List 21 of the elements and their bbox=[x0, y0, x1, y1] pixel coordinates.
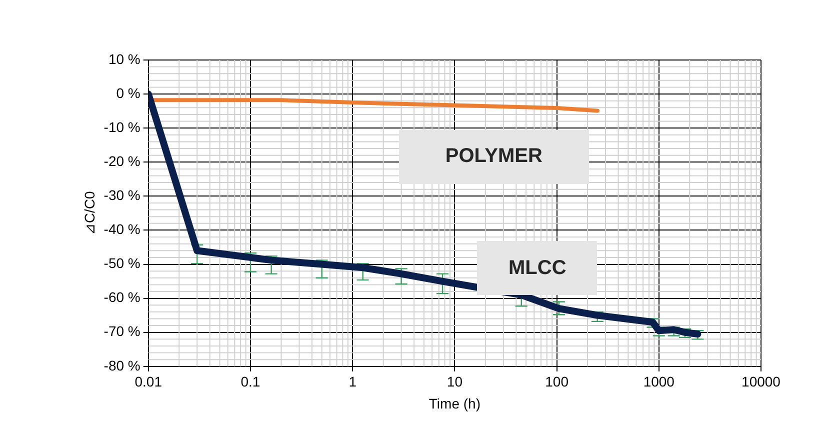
y-tick-label: 0 % bbox=[116, 84, 140, 101]
y-axis-title: ⊿C/C0 bbox=[81, 191, 98, 236]
x-tick-label: 1000 bbox=[643, 374, 675, 390]
x-tick-label: 1 bbox=[348, 374, 357, 390]
x-tick-label: 10000 bbox=[742, 374, 781, 390]
y-tick-label: -10 % bbox=[104, 118, 140, 135]
y-tick-label: -30 % bbox=[104, 187, 140, 204]
y-tick-label: 10 % bbox=[108, 50, 140, 67]
y-tick-label: -20 % bbox=[104, 152, 140, 169]
y-tick-label: -70 % bbox=[104, 323, 140, 340]
label-tag: POLYMER bbox=[398, 130, 589, 184]
label-tag: MLCC bbox=[477, 241, 598, 296]
y-tick-label: -50 % bbox=[104, 255, 140, 272]
x-tick-label: 0.1 bbox=[240, 374, 260, 390]
x-tick-label: 10 bbox=[446, 374, 463, 390]
y-tick-label: -80 % bbox=[104, 357, 140, 374]
x-tick-label: 0.01 bbox=[134, 374, 162, 390]
x-tick-label: 100 bbox=[545, 374, 569, 390]
x-axis-title: Time (h) bbox=[428, 395, 480, 412]
y-tick-label: -40 % bbox=[104, 221, 140, 238]
y-tick-label: -60 % bbox=[104, 289, 140, 306]
